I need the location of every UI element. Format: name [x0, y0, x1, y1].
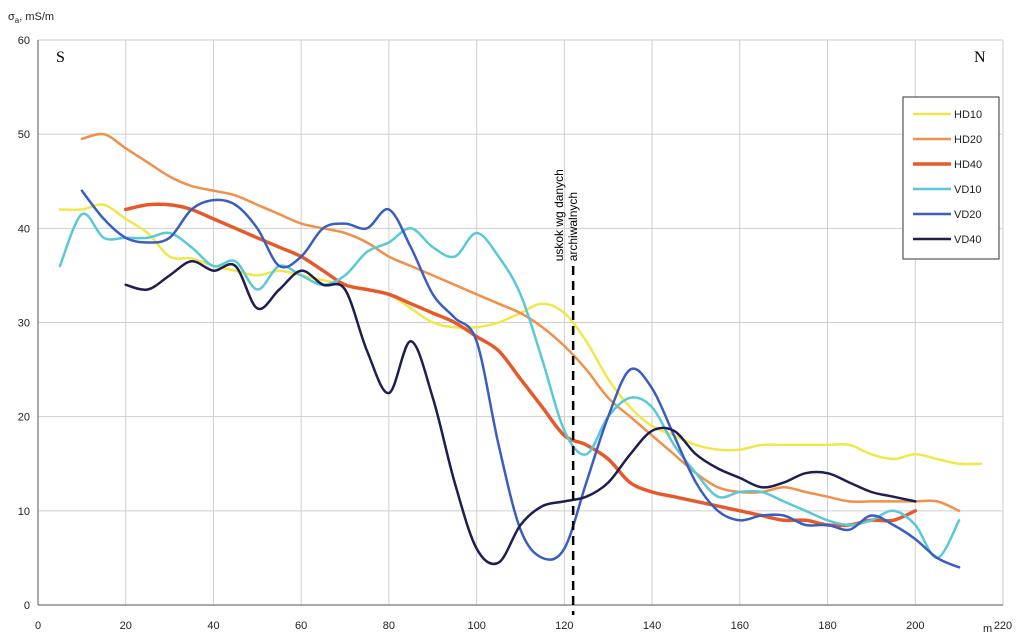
series-line-hd40 [123, 202, 918, 528]
legend-label: HD20 [954, 134, 982, 146]
x-tick-label: 140 [643, 620, 661, 632]
axes [37, 40, 1003, 606]
series-line-vd40 [124, 260, 917, 566]
legend-label: HD10 [954, 109, 982, 121]
fault-label-line1: uskok wg danych [552, 169, 566, 261]
x-tick-labels: 0 20 40 60 80 100 120 140 160 180 200 220 [35, 620, 1012, 632]
x-tick-label: 200 [906, 620, 924, 632]
x-axis-label: m [983, 623, 992, 635]
y-axis-label: σa, mS/m [8, 11, 54, 25]
legend: HD10 HD20 HD40 VD10 VD20 VD40 [902, 96, 1000, 260]
fault-label-line2: archiwalnych [566, 192, 580, 261]
x-tick-label: 120 [555, 620, 573, 632]
legend-label: HD40 [954, 159, 982, 171]
x-tick-label: 180 [818, 620, 836, 632]
legend-label: VD40 [954, 234, 982, 246]
y-tick-label: 10 [18, 506, 30, 518]
x-tick-label: 220 [994, 620, 1012, 632]
legend-label: VD10 [954, 184, 982, 196]
y-tick-label: 30 [18, 318, 30, 330]
legend-box [902, 96, 1000, 260]
series-line-vd10 [58, 212, 961, 560]
series-line-hd20 [80, 132, 961, 513]
x-tick-label: 100 [467, 620, 485, 632]
y-tick-label: 40 [18, 223, 30, 235]
legend-label: VD20 [954, 209, 982, 221]
y-tick-label: 60 [18, 35, 30, 47]
x-tick-label: 40 [207, 620, 219, 632]
x-tick-label: 160 [731, 620, 749, 632]
x-tick-label: 20 [120, 620, 132, 632]
x-tick-label: 60 [295, 620, 307, 632]
series-lines [58, 132, 983, 569]
y-tick-labels: 0 10 20 30 40 50 60 [18, 35, 30, 612]
y-tick-label: 50 [18, 129, 30, 141]
x-tick-label: 0 [35, 620, 41, 632]
y-tick-label: 0 [24, 600, 30, 612]
y-tick-label: 20 [18, 412, 30, 424]
direction-south-label: S [56, 49, 65, 66]
fault-annotation: uskok wg danych archiwalnych [552, 169, 580, 615]
direction-north-label: N [974, 49, 986, 66]
x-tick-label: 80 [383, 620, 395, 632]
